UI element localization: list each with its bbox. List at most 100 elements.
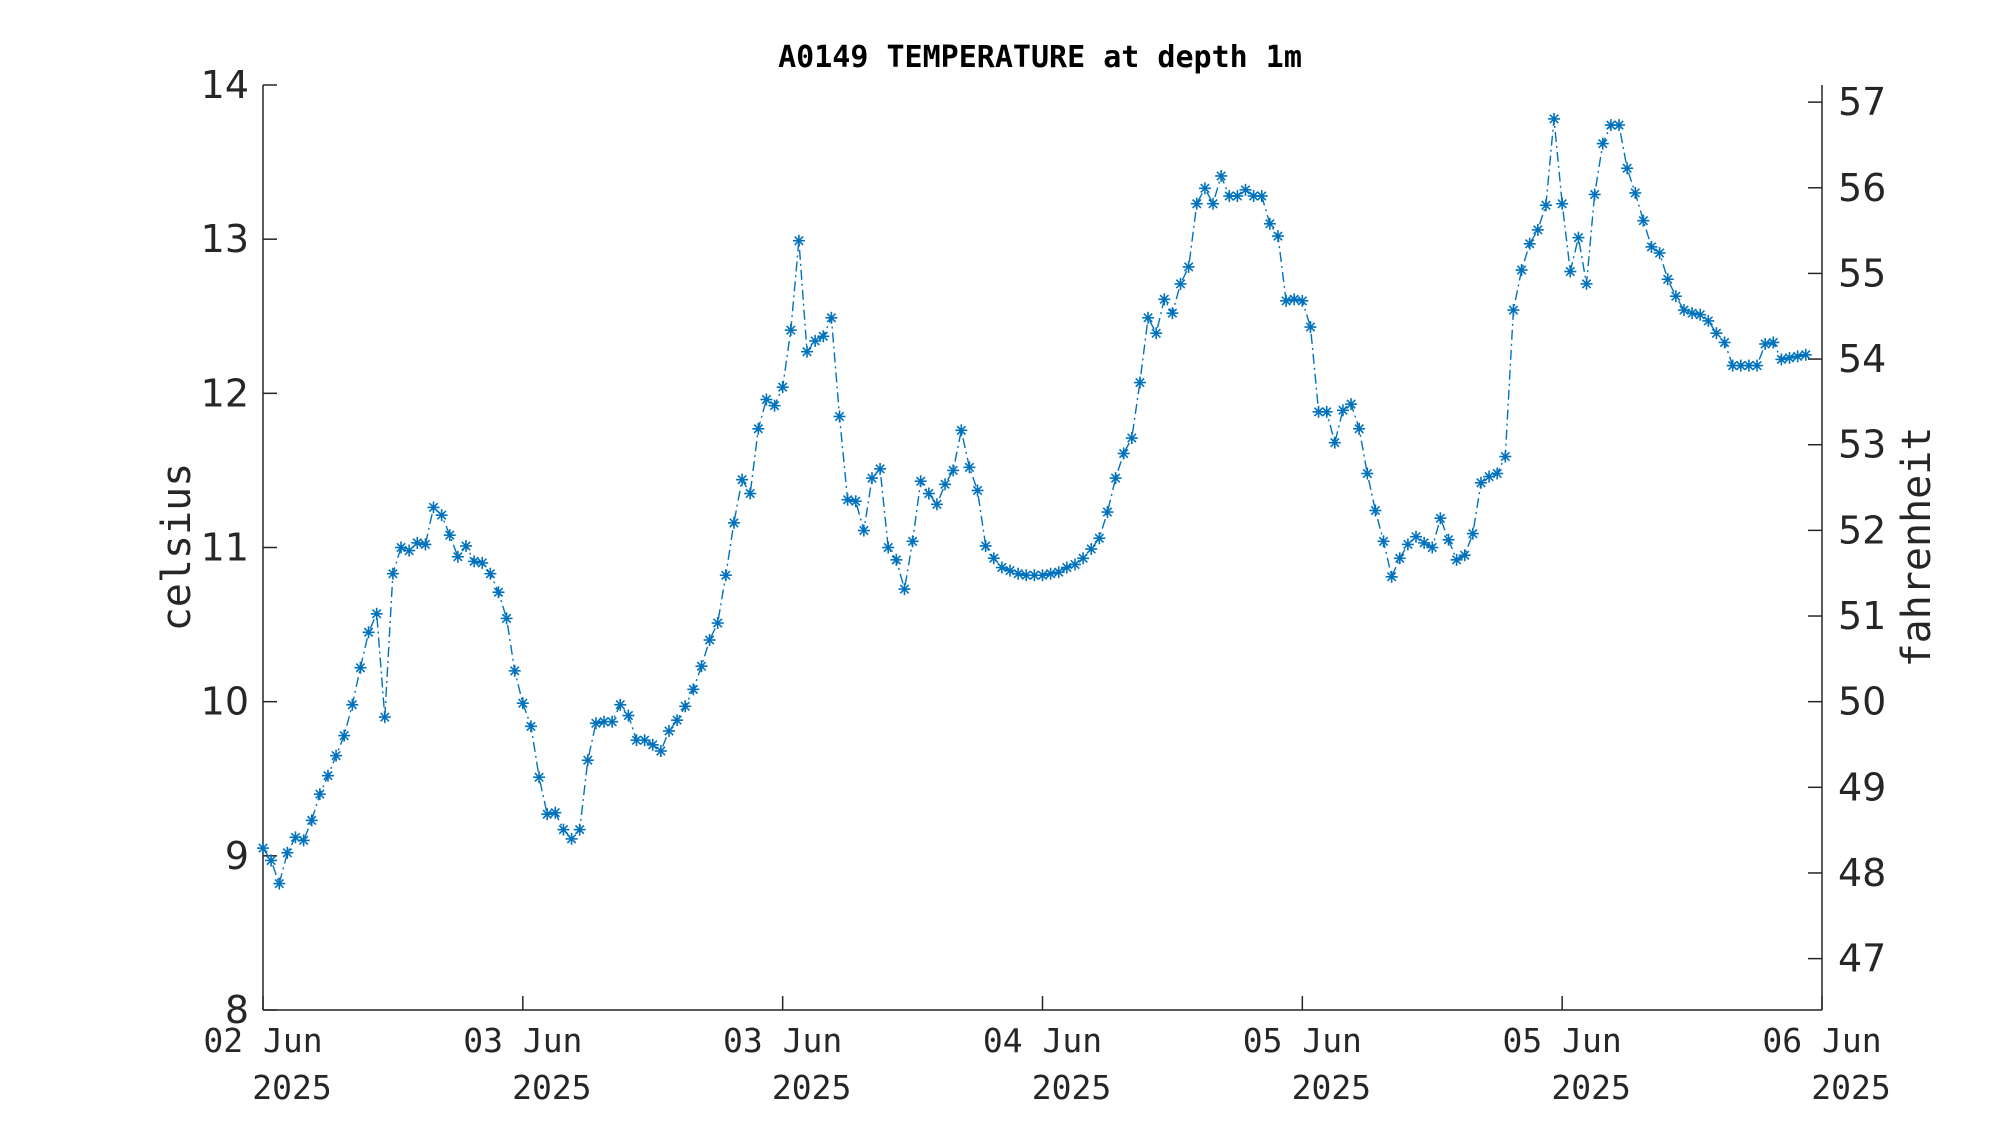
data-point bbox=[898, 583, 911, 596]
data-point bbox=[1799, 348, 1812, 361]
data-point bbox=[508, 664, 521, 677]
data-point bbox=[1296, 294, 1309, 307]
data-point bbox=[1515, 264, 1528, 276]
data-point bbox=[313, 788, 326, 801]
data-point bbox=[825, 311, 838, 324]
data-point bbox=[1588, 188, 1601, 201]
data-point bbox=[1564, 265, 1577, 278]
data-point bbox=[354, 661, 367, 674]
x-tick-label-year: 2025 bbox=[1811, 1068, 1890, 1107]
data-point bbox=[1036, 569, 1049, 582]
data-point bbox=[1353, 422, 1366, 435]
data-point bbox=[1775, 353, 1788, 366]
data-point bbox=[662, 724, 675, 737]
data-point bbox=[557, 823, 570, 836]
data-point bbox=[1393, 552, 1406, 565]
data-point bbox=[281, 846, 294, 859]
data-point bbox=[1271, 230, 1284, 243]
data-point bbox=[1661, 273, 1674, 286]
data-point bbox=[1531, 223, 1544, 236]
data-point bbox=[760, 393, 773, 406]
x-tick-label-year: 2025 bbox=[1551, 1068, 1630, 1107]
data-point bbox=[1166, 307, 1179, 320]
y-right-tick-label: 48 bbox=[1838, 851, 1886, 895]
data-point bbox=[1385, 570, 1398, 583]
data-point bbox=[378, 711, 391, 724]
data-point bbox=[1288, 293, 1301, 306]
data-point bbox=[1328, 436, 1341, 449]
data-point bbox=[1710, 327, 1723, 340]
data-point bbox=[411, 536, 424, 549]
data-point bbox=[792, 234, 805, 247]
data-point bbox=[598, 715, 611, 728]
data-point bbox=[1198, 182, 1211, 195]
data-point bbox=[1637, 214, 1650, 227]
data-point bbox=[1548, 112, 1561, 125]
data-point bbox=[646, 738, 659, 751]
data-point bbox=[1791, 350, 1804, 363]
x-tick-label-date: 03 Jun bbox=[463, 1021, 582, 1060]
data-point bbox=[711, 617, 724, 630]
data-point bbox=[1767, 336, 1780, 349]
data-point bbox=[922, 487, 935, 500]
data-point bbox=[857, 524, 870, 537]
data-point bbox=[1556, 197, 1569, 210]
data-point bbox=[654, 745, 667, 757]
data-point bbox=[346, 698, 359, 711]
data-point bbox=[914, 475, 927, 488]
data-point bbox=[882, 541, 895, 554]
data-point bbox=[833, 410, 846, 423]
data-point bbox=[630, 734, 643, 747]
data-point bbox=[476, 556, 489, 569]
data-point bbox=[1142, 311, 1155, 324]
data-point bbox=[695, 660, 708, 673]
data-point bbox=[744, 487, 757, 500]
y-right-tick-label: 47 bbox=[1838, 937, 1886, 981]
data-point bbox=[1401, 538, 1414, 551]
data-point bbox=[622, 709, 635, 722]
data-point bbox=[809, 334, 822, 347]
data-point bbox=[468, 555, 481, 568]
x-tick-label-date: 02 Jun bbox=[203, 1021, 322, 1060]
data-point bbox=[1377, 535, 1390, 548]
data-point bbox=[1669, 290, 1682, 303]
chart-title: A0149 TEMPERATURE at depth 1m bbox=[778, 40, 1302, 75]
y-right-tick-label: 52 bbox=[1838, 508, 1886, 552]
data-point bbox=[1580, 277, 1593, 290]
data-point bbox=[427, 501, 440, 514]
y-tick-label: 14 bbox=[201, 63, 249, 107]
x-tick-label-date: 05 Jun bbox=[1503, 1021, 1622, 1060]
data-point bbox=[443, 529, 456, 542]
data-point bbox=[930, 498, 943, 511]
data-point bbox=[492, 586, 505, 599]
data-point bbox=[1759, 338, 1772, 350]
data-point bbox=[589, 717, 602, 730]
data-point bbox=[1336, 404, 1349, 417]
data-point bbox=[1629, 186, 1642, 199]
data-point bbox=[1028, 569, 1041, 582]
data-point bbox=[1320, 405, 1333, 418]
data-point bbox=[817, 330, 830, 343]
data-point bbox=[1044, 567, 1057, 580]
y-tick-label: 11 bbox=[201, 526, 249, 570]
data-point bbox=[1101, 506, 1114, 519]
data-point bbox=[1751, 359, 1764, 372]
data-point bbox=[890, 553, 903, 566]
data-point bbox=[1523, 237, 1536, 250]
data-point bbox=[524, 720, 537, 733]
data-point bbox=[1190, 197, 1203, 210]
data-point bbox=[581, 754, 594, 767]
data-point bbox=[1418, 536, 1431, 549]
data-point bbox=[776, 381, 789, 394]
data-point bbox=[1215, 169, 1228, 182]
data-point bbox=[1426, 541, 1439, 554]
x-tick-label-year: 2025 bbox=[512, 1068, 591, 1107]
data-point bbox=[516, 697, 529, 710]
data-point bbox=[614, 698, 627, 711]
data-point bbox=[874, 462, 887, 475]
y-tick-label: 12 bbox=[201, 371, 249, 415]
data-point bbox=[1702, 314, 1715, 327]
data-point bbox=[1125, 432, 1138, 445]
y-right-tick-label: 57 bbox=[1838, 80, 1886, 124]
y-right-tick-label: 54 bbox=[1838, 337, 1886, 381]
